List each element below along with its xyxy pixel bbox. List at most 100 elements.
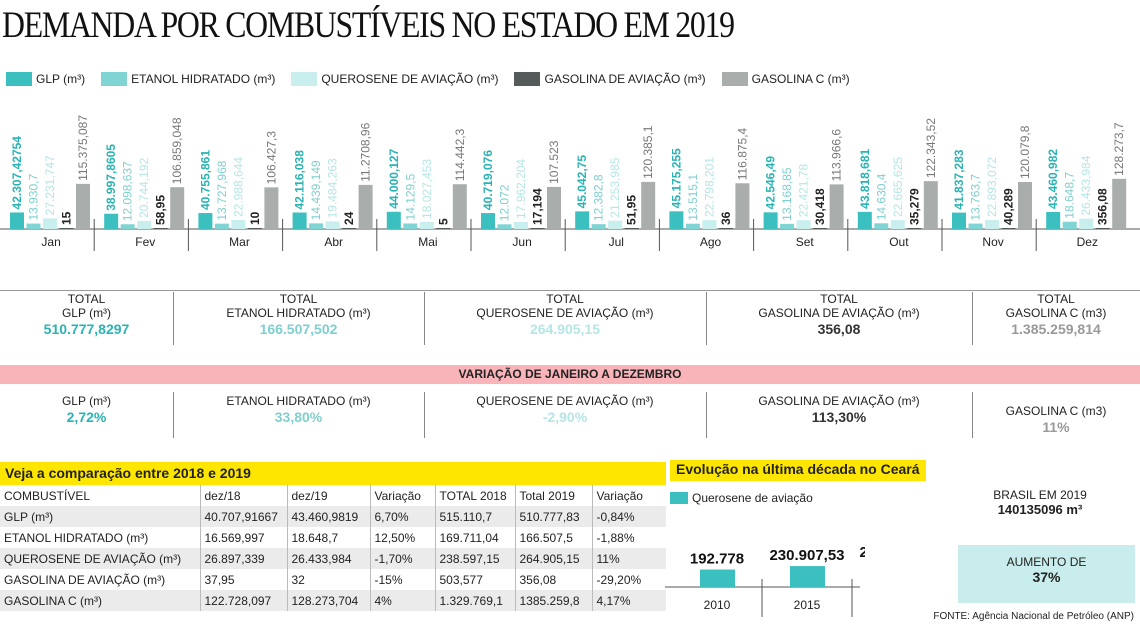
total-item: TOTAL GLP (m³) 510.777,8297 (0, 292, 173, 338)
total-value: 1.385.259,814 (1011, 321, 1101, 337)
table-cell: 1.329.769,1 (434, 590, 515, 611)
bar (530, 228, 545, 229)
data-label: 43.818,681 (858, 148, 872, 208)
legend-label: GASOLINA C (m³) (751, 72, 850, 86)
comparison-title: Veja a comparação entre 2018 e 2019 (0, 462, 666, 485)
total-item: TOTAL GASOLINA C (m3) 1.385.259,814 (972, 292, 1140, 338)
bar (718, 228, 733, 229)
month-label: Ago (700, 235, 722, 249)
bar (547, 186, 561, 229)
variation-band: VARIAÇÃO DE JANEIRO A DEZEMBRO (0, 365, 1140, 384)
legend-item: ETANOL HIDRATADO (m³) (101, 72, 275, 86)
aumento-label: AUMENTO DE (1006, 555, 1087, 569)
table-cell: -1,70% (369, 548, 435, 569)
data-label: 106.427,3 (264, 131, 278, 185)
table-cell: 166.507,5 (514, 527, 592, 548)
table-row: QUEROSENE DE AVIAÇÃO (m³) 26.897,339 26.43… (0, 548, 666, 569)
month-label: Dez (1077, 235, 1098, 249)
table-cell: 6,70% (369, 506, 435, 527)
variation-item: ETANOL HIDRATADO (m³) 33,80% (173, 394, 424, 426)
data-label: 17,194 (531, 188, 545, 225)
column-header: dez/19 (286, 485, 370, 506)
column-header: Variação (591, 485, 666, 506)
month-label: Mar (229, 235, 250, 249)
bar (264, 187, 279, 229)
bar (137, 220, 152, 229)
total-item: TOTAL GASOLINA DE AVIAÇÃO (m³) 356,08 (706, 292, 972, 338)
comparison-table: Veja a comparação entre 2018 e 2019 COMB… (0, 462, 666, 611)
data-label: 10 (248, 211, 262, 225)
table-cell: 515.110,7 (434, 506, 515, 527)
data-label: 22.893,072 (985, 157, 999, 217)
bar (292, 212, 307, 229)
data-label: 19.484,263 (326, 158, 340, 218)
brasil-value: 140135096 m³ (997, 502, 1083, 517)
data-label: 58,95 (154, 195, 168, 225)
total-head: TOTAL (1037, 292, 1075, 306)
variation-name: ETANOL HIDRATADO (m³) (226, 394, 371, 408)
data-label: 5 (436, 218, 450, 225)
table-cell: 16.569,997 (199, 527, 287, 548)
data-label: 116.875,4 (735, 127, 749, 180)
total-value: 166.507,502 (259, 321, 338, 337)
table-cell: 238.597,15 (434, 548, 515, 569)
bar (952, 212, 966, 229)
table-row: GASOLINA DE AVIAÇÃO (m³) 37,95 32 -15% 503,5… (0, 569, 666, 590)
table-cell: 43.460,9819 (286, 506, 370, 527)
month-label: Set (796, 235, 815, 249)
data-label: 20.744,192 (137, 157, 151, 217)
data-label: 35,279 (907, 188, 921, 225)
data-label: 41.837,283 (952, 149, 966, 209)
data-label: 14.439,149 (309, 160, 323, 220)
bar (608, 220, 623, 229)
variation-value: 113,30% (811, 409, 867, 425)
bar (796, 220, 811, 229)
legend-item: QUEROSENE DE AVIAÇÃO (m³) (291, 72, 498, 86)
bar (153, 228, 168, 229)
data-label: 27.231,747 (43, 155, 57, 215)
legend-swatch (291, 72, 318, 86)
bar (514, 221, 528, 229)
table-cell: -29,20% (591, 569, 666, 590)
bar (685, 223, 700, 229)
legend-swatch (101, 72, 128, 86)
table-cell: GASOLINA DE AVIAÇÃO (m³) (4, 572, 166, 587)
bar (214, 223, 229, 229)
bar (481, 213, 495, 229)
bar (829, 184, 844, 229)
bar (575, 211, 590, 229)
data-label: 40.755,861 (198, 150, 212, 210)
total-name: GASOLINA DE AVIAÇÃO (m³) (758, 306, 920, 320)
divider (972, 392, 973, 438)
bar (436, 228, 451, 229)
decade-title: Evolução na última década no Ceará (670, 460, 926, 481)
table-cell: QUEROSENE DE AVIAÇÃO (m³) (0, 548, 200, 569)
data-label: 115.375,087 (76, 115, 90, 181)
data-label: 113.966,6 (830, 129, 844, 182)
data-label: 40.719,076 (481, 150, 495, 210)
data-label: 13.930,7 (27, 174, 41, 221)
bar (247, 228, 262, 229)
data-label: 12.098,637 (121, 161, 135, 221)
variation-value: 33,80% (274, 409, 323, 425)
data-label: 30,418 (813, 188, 827, 225)
bar (26, 223, 41, 229)
bar (309, 223, 324, 229)
data-label: 42.116,038 (293, 150, 307, 210)
data-label: 12.382,8 (592, 174, 606, 221)
variation-item: QUEROSENE DE AVIAÇÃO (m³) -2,90% (424, 394, 706, 426)
variation-name: GLP (m³) (61, 394, 112, 408)
bar (403, 223, 418, 229)
total-value: 356,08 (817, 321, 861, 337)
bar (1062, 221, 1077, 229)
data-label: 15 (60, 211, 74, 225)
variation-item: GASOLINA C (m3) 11% (972, 404, 1140, 436)
table-cell: 503,577 (434, 569, 515, 590)
bar (923, 181, 938, 229)
divider (173, 392, 174, 438)
bar (198, 213, 213, 229)
column-header: COMBUSTÍVEL (4, 488, 91, 503)
legend-swatch (6, 72, 32, 86)
table-row: GASOLINA C (m³) 122.728,097 128.273,704 4% 1… (0, 590, 666, 611)
